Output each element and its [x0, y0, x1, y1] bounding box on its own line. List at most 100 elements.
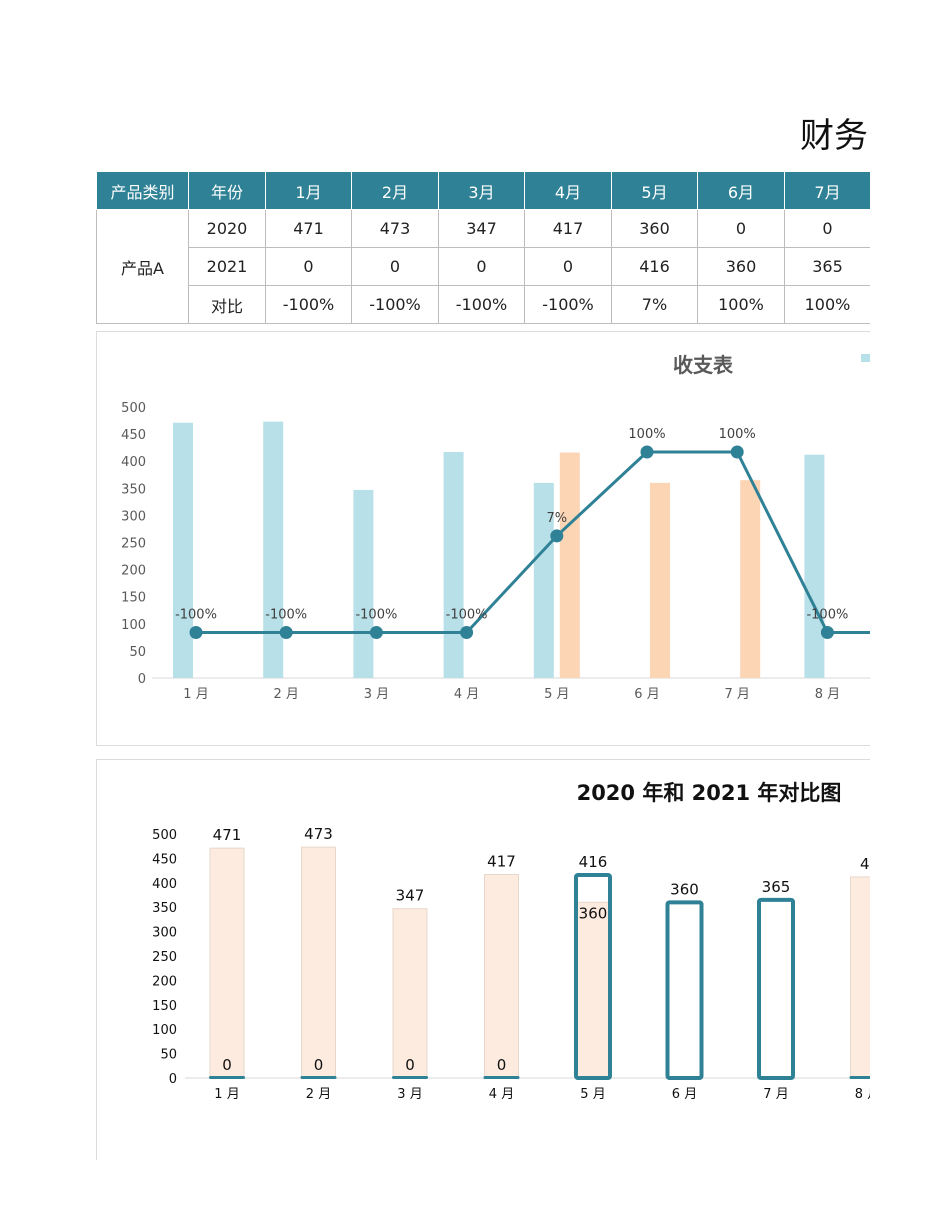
header-cell: 1月: [265, 171, 352, 210]
bar: [533, 482, 554, 678]
comparison-chart: 2020 年和 2021 年对比图 0 50 100 150 200 250 300 350 40…: [96, 759, 897, 1160]
value-cell: -100%: [351, 285, 439, 324]
header-cell: 5月: [611, 171, 698, 210]
line-data-label: -100%: [265, 607, 307, 622]
line-data-label: -100%: [355, 607, 397, 622]
y-tick-label: 150: [121, 591, 146, 606]
y-tick-label: 350: [152, 901, 177, 916]
data-label-2021: 0: [314, 1056, 324, 1074]
bar-2020: [209, 847, 245, 1079]
y-tick-label: 150: [152, 999, 177, 1014]
y-tick-label: 0: [169, 1072, 177, 1087]
bar-2020: [392, 908, 428, 1079]
data-label-2021: 360: [670, 880, 699, 898]
x-tick-label: 5 月: [580, 1087, 605, 1102]
y-tick-label: 100: [152, 1023, 177, 1038]
y-tick-label: 200: [152, 974, 177, 989]
y-tick-label: 500: [152, 828, 177, 843]
header-cell: 4月: [524, 171, 612, 210]
comparison-chart-svg: 2020 年和 2021 年对比图 0 50 100 150 200 250 300 350 40…: [152, 781, 897, 1102]
data-label-2021: 0: [497, 1056, 507, 1074]
value-cell: -100%: [524, 285, 612, 324]
x-tick-label: 8 月: [815, 687, 840, 702]
x-tick-label: 7 月: [763, 1087, 788, 1102]
header-cell: 6月: [697, 171, 785, 210]
line-point: [820, 625, 834, 639]
y-tick-label: 300: [121, 509, 146, 524]
y-tick-label: 400: [152, 877, 177, 892]
data-label-2020: 471: [213, 826, 242, 844]
value-cell: 360: [697, 247, 785, 286]
value-cell: 0: [265, 247, 352, 286]
x-tick-label: 3 月: [364, 687, 389, 702]
data-label-2021: 0: [405, 1056, 415, 1074]
year-cell: 2021: [188, 247, 266, 286]
x-tick-label: 3 月: [397, 1087, 422, 1102]
y-tick-label: 250: [121, 537, 146, 552]
line-point: [460, 625, 474, 639]
value-cell: -100%: [265, 285, 352, 324]
table-row: 2021 0 0 0 0 416 360 365: [97, 247, 871, 286]
value-cell: 100%: [697, 285, 785, 324]
page-title: 财务: [800, 116, 868, 156]
chart-title: 收支表: [673, 353, 734, 377]
line-point: [369, 625, 383, 639]
x-tick-label: 1 月: [183, 687, 208, 702]
y-tick-label: 400: [121, 455, 146, 470]
data-label-2020: 360: [579, 904, 608, 922]
x-tick-label: 4 月: [454, 687, 479, 702]
y-tick-label: 450: [121, 428, 146, 443]
y-tick-label: 0: [138, 672, 146, 687]
bar: [263, 421, 284, 678]
bar-2020: [575, 901, 611, 1079]
bar-2021: [574, 872, 612, 1080]
line-data-label: 7%: [546, 511, 567, 526]
y-tick-label: 450: [152, 852, 177, 867]
line-point: [279, 625, 293, 639]
title-area: 财务: [0, 0, 870, 170]
finance-table: 产品类别 年份 1月 2月 3月 4月 5月 6月 7月 产品A 2020 47…: [96, 171, 871, 324]
x-tick-label: 4 月: [489, 1087, 514, 1102]
header-cell: 3月: [438, 171, 525, 210]
line-point: [730, 445, 744, 459]
data-label-2021: 416: [579, 853, 608, 871]
bar-2020: [484, 874, 519, 1079]
y-tick-label: 500: [121, 401, 146, 416]
x-tick-label: 6 月: [672, 1087, 697, 1102]
y-tick-label: 350: [121, 482, 146, 497]
value-cell: -100%: [438, 285, 525, 324]
page-edge-mask: [870, 150, 950, 1230]
bar: [740, 480, 761, 678]
y-tick-label: 300: [152, 926, 177, 941]
x-tick-label: 6 月: [634, 687, 659, 702]
line-data-label: -100%: [175, 607, 217, 622]
x-tick-label: 5 月: [544, 687, 569, 702]
chart-title: 2020 年和 2021 年对比图: [577, 781, 842, 805]
line-data-label: -100%: [806, 607, 848, 622]
data-label-2021: 0: [222, 1056, 232, 1074]
table-row: 对比 -100% -100% -100% -100% 7% 100% 100%: [97, 285, 871, 324]
line-data-label: -100%: [446, 607, 488, 622]
legend-swatch: [861, 354, 871, 362]
line-point: [189, 625, 203, 639]
header-cell: 年份: [188, 171, 266, 210]
bar: [804, 454, 825, 678]
bar: [353, 489, 374, 678]
value-cell: 0: [524, 247, 612, 286]
data-label-2020: 473: [304, 825, 333, 843]
data-label-2020: 347: [396, 887, 425, 905]
header-cell: 7月: [784, 171, 871, 210]
line-data-label: 100%: [719, 427, 756, 442]
value-cell: 0: [784, 209, 871, 248]
value-cell: 0: [438, 247, 525, 286]
x-tick-label: 2 月: [306, 1087, 331, 1102]
data-label-2021: 365: [762, 878, 791, 896]
x-tick-label: 2 月: [273, 687, 298, 702]
value-cell: 417: [524, 209, 612, 248]
value-cell: 0: [351, 247, 439, 286]
year-cell: 对比: [188, 285, 266, 324]
value-cell: 471: [265, 209, 352, 248]
bar-2021: [665, 900, 704, 1080]
bar-2020: [301, 846, 336, 1079]
header-cell: 产品类别: [96, 171, 189, 210]
